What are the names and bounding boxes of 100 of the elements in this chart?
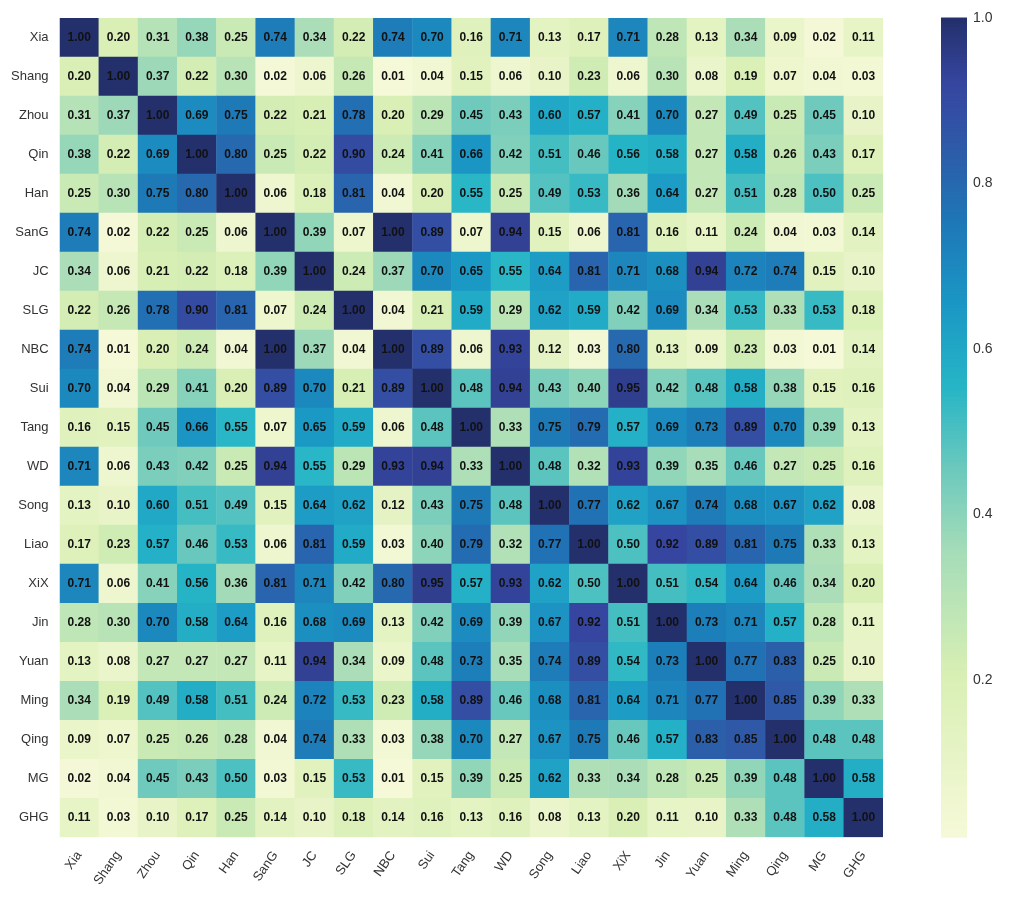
data-label: 0.14	[263, 810, 288, 825]
data-label: 0.10	[694, 810, 719, 825]
data-label: 0.75	[145, 185, 170, 200]
data-label: 0.07	[773, 68, 797, 83]
data-label: 0.13	[851, 419, 876, 434]
data-label: 0.70	[655, 107, 680, 122]
data-label: 0.24	[341, 263, 366, 278]
data-label: 0.01	[381, 771, 405, 786]
x-tick-label: Qin	[178, 847, 203, 874]
y-tick-label: JC	[32, 263, 49, 279]
data-label: 0.03	[106, 810, 131, 825]
data-label: 0.27	[145, 654, 170, 669]
data-label: 0.30	[106, 185, 131, 200]
color-bar-label: 0.4	[973, 505, 993, 522]
data-label: 0.17	[851, 146, 876, 161]
data-label: 0.13	[694, 29, 719, 44]
y-tick-label: Sui	[29, 380, 49, 396]
data-label: 0.93	[381, 458, 405, 473]
data-label: 0.74	[67, 341, 92, 356]
data-label: 0.51	[538, 146, 562, 161]
data-label: 0.16	[420, 810, 445, 825]
data-label: 0.20	[420, 185, 445, 200]
data-label: 0.37	[302, 341, 327, 356]
data-label: 0.15	[812, 380, 837, 395]
y-tick-label: Xia	[29, 29, 50, 45]
data-label: 0.56	[185, 575, 209, 590]
data-label: 0.50	[616, 536, 641, 551]
x-tick-label: Jin	[650, 847, 673, 871]
data-label: 0.72	[302, 693, 327, 708]
data-label: 0.03	[812, 224, 837, 239]
data-label: 0.16	[851, 458, 876, 473]
data-label: 0.71	[498, 29, 523, 44]
data-label: 0.81	[616, 224, 641, 239]
y-tick-label: Qin	[28, 146, 49, 162]
data-label: 0.80	[185, 185, 209, 200]
data-label: 0.50	[224, 771, 249, 786]
data-label: 0.71	[734, 615, 758, 629]
data-label: 0.06	[381, 419, 405, 434]
data-label: 0.81	[734, 536, 758, 551]
data-label: 0.94	[420, 458, 445, 473]
data-label: 0.34	[67, 693, 92, 708]
data-label: 0.55	[302, 458, 327, 473]
data-label: 0.78	[341, 107, 366, 122]
data-label: 0.06	[459, 341, 484, 356]
data-label: 0.89	[459, 693, 484, 708]
data-label: 0.62	[341, 497, 366, 512]
data-label: 0.25	[224, 810, 249, 825]
data-label: 1.00	[185, 146, 209, 161]
data-label: 0.09	[694, 341, 719, 356]
data-label: 0.58	[420, 693, 445, 708]
data-label: 0.08	[538, 810, 562, 825]
data-label: 0.18	[302, 185, 327, 200]
data-label: 0.04	[381, 302, 405, 317]
data-label: 0.11	[852, 29, 876, 44]
data-label: 0.22	[341, 29, 366, 44]
data-label: 0.42	[341, 575, 366, 590]
data-label: 0.24	[381, 146, 405, 161]
data-label: 0.16	[459, 29, 484, 44]
data-label: 0.33	[577, 771, 601, 786]
data-label: 0.09	[381, 654, 405, 669]
data-label: 0.73	[459, 654, 484, 669]
data-label: 0.19	[734, 68, 758, 83]
data-label: 1.00	[263, 224, 288, 239]
data-label: 0.34	[67, 263, 92, 278]
data-label: 0.31	[67, 107, 92, 122]
data-label: 0.33	[459, 458, 484, 473]
data-label: 0.45	[145, 771, 170, 786]
data-label: 0.27	[773, 458, 797, 473]
data-label: 0.38	[773, 380, 797, 395]
data-label: 0.45	[459, 107, 484, 122]
data-label: 0.16	[655, 224, 680, 239]
data-label: 0.59	[577, 302, 601, 317]
x-tick-label: Xia	[61, 847, 86, 872]
data-label: 0.32	[498, 536, 523, 551]
data-label: 0.06	[106, 575, 131, 590]
data-label: 0.77	[577, 497, 601, 512]
data-label: 0.45	[145, 419, 170, 434]
data-label: 0.34	[341, 654, 366, 669]
data-label: 0.37	[106, 107, 131, 122]
data-label: 0.37	[145, 68, 170, 83]
data-label: 0.68	[734, 497, 758, 512]
data-label: 0.10	[851, 263, 876, 278]
data-label: 0.23	[734, 341, 758, 356]
data-label: 0.49	[734, 107, 758, 122]
data-label: 0.11	[655, 810, 680, 825]
data-label: 0.48	[538, 458, 562, 473]
data-label: 0.69	[655, 302, 680, 317]
data-label: 0.83	[773, 654, 797, 669]
data-label: 0.39	[459, 771, 484, 786]
data-label: 0.23	[577, 68, 601, 83]
data-label: 0.58	[734, 146, 758, 161]
color-bar-label: 0.8	[973, 174, 993, 191]
data-label: 0.21	[302, 107, 327, 122]
data-label: 0.74	[67, 224, 92, 239]
data-label: 0.02	[106, 224, 131, 239]
data-label: 0.43	[185, 771, 209, 786]
y-tick-label: XiX	[28, 575, 49, 591]
data-label: 0.16	[67, 419, 92, 434]
data-label: 0.64	[616, 693, 641, 708]
x-tick-label: Liao	[567, 847, 595, 877]
